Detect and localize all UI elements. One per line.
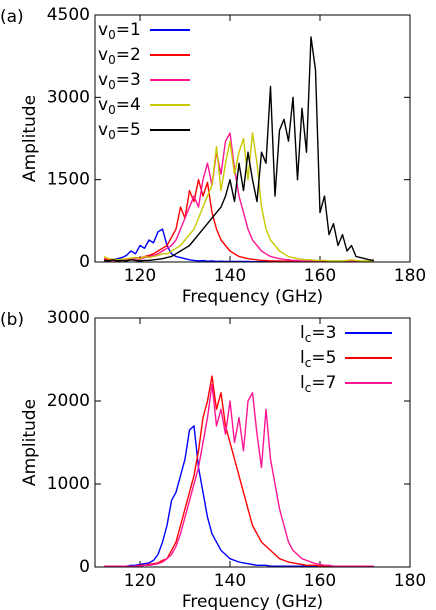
x-tick-label: 140	[214, 571, 246, 591]
legend-rest: =5	[311, 348, 336, 368]
y-tick-label: 3000	[47, 87, 90, 107]
x-tick-label: 160	[304, 571, 336, 591]
plot-frame	[94, 317, 411, 568]
y-axis-label: Amplitude	[20, 95, 40, 182]
legend-letter: v	[98, 20, 108, 40]
x-tick-label: 120	[124, 266, 156, 286]
legend-rest: =5	[116, 120, 141, 140]
panel-label: (a)	[0, 7, 24, 27]
legend-subscript: c	[305, 381, 312, 395]
legend-label: v0=1	[98, 20, 141, 42]
legend-letter: v	[98, 70, 108, 90]
legend-letter: v	[98, 95, 108, 115]
legend-label: v0=5	[98, 120, 141, 142]
plot-frame	[94, 14, 411, 263]
y-tick-label: 0	[79, 252, 90, 272]
legend-letter: v	[98, 45, 108, 65]
x-tick-label: 180	[394, 571, 426, 591]
y-tick-label: 1000	[47, 474, 90, 494]
legend-letter: v	[98, 120, 108, 140]
legend-rest: =2	[116, 45, 141, 65]
legend-letter: l	[300, 348, 305, 368]
y-tick-label: 2000	[47, 391, 90, 411]
panel-label: (b)	[0, 310, 24, 330]
y-tick-label: 1500	[47, 170, 90, 190]
legend-label: lc=5	[300, 348, 336, 370]
series-line	[104, 383, 374, 567]
legend-rest: =7	[311, 373, 336, 393]
x-tick-label: 160	[304, 266, 336, 286]
legend-rest: =3	[116, 70, 141, 90]
legend-subscript: 0	[108, 103, 116, 117]
legend-subscript: 0	[108, 128, 116, 142]
legend-label: v0=4	[98, 95, 141, 117]
x-axis-label: Frequency (GHz)	[182, 592, 323, 610]
legend-subscript: 0	[108, 78, 116, 92]
x-tick-label: 140	[214, 266, 246, 286]
legend-subscript: 0	[108, 28, 116, 42]
x-tick-label: 120	[124, 571, 156, 591]
series-line	[103, 36, 375, 262]
legend-rest: =4	[116, 95, 141, 115]
legend-label: v0=3	[98, 70, 141, 92]
x-tick-label: 180	[394, 266, 426, 286]
y-tick-label: 4500	[47, 5, 90, 25]
legend-subscript: c	[305, 356, 312, 370]
legend-subscript: 0	[108, 53, 116, 67]
legend-letter: l	[300, 373, 305, 393]
series-line	[103, 132, 374, 262]
legend-rest: =1	[116, 20, 141, 40]
y-axis-label: Amplitude	[20, 399, 40, 486]
series-line	[104, 425, 374, 567]
legend-rest: =3	[311, 323, 336, 343]
y-tick-label: 0	[79, 557, 90, 577]
legend-letter: l	[300, 323, 305, 343]
y-tick-label: 3000	[47, 308, 90, 328]
legend-subscript: c	[305, 331, 312, 345]
series-line	[104, 375, 374, 567]
x-axis-label: Frequency (GHz)	[182, 287, 323, 307]
legend-label: v0=2	[98, 45, 141, 67]
legend-label: lc=7	[300, 373, 336, 395]
legend-label: lc=3	[300, 323, 336, 345]
